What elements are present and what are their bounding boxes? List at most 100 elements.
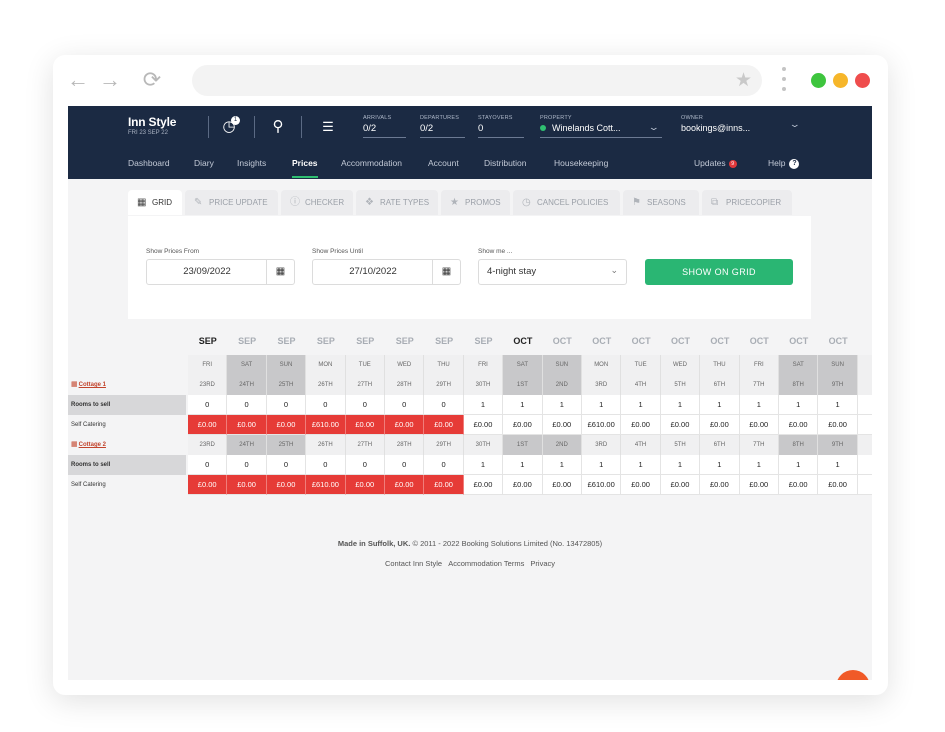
rooms-cell[interactable]: 1 bbox=[779, 395, 819, 415]
chevron-down-icon[interactable]: ⌄ bbox=[788, 119, 801, 129]
owner-select[interactable]: bookings@inns... bbox=[681, 123, 751, 133]
price-cell[interactable]: £0.00 bbox=[542, 475, 582, 495]
price-cell[interactable]: £0.00 bbox=[660, 415, 701, 435]
nav-help[interactable]: Help? bbox=[768, 158, 800, 169]
rooms-cell[interactable]: 1 bbox=[621, 395, 661, 415]
tab-promos[interactable]: ★ PROMOS bbox=[441, 190, 510, 215]
price-cell[interactable]: £0.00 bbox=[266, 415, 307, 435]
rooms-cell[interactable]: 1 bbox=[503, 455, 543, 475]
price-cell[interactable]: £0.00 bbox=[779, 415, 819, 435]
rooms-cell[interactable]: 0 bbox=[385, 395, 425, 415]
price-cell[interactable]: £6 bbox=[857, 415, 872, 435]
price-cell[interactable]: £6 bbox=[857, 475, 872, 495]
price-cell[interactable]: £610.00 bbox=[582, 415, 622, 435]
nav-accommodation[interactable]: Accommodation bbox=[341, 158, 402, 168]
tab-rate-types[interactable]: ❖ RATE TYPES bbox=[356, 190, 438, 215]
price-cell[interactable]: £0.00 bbox=[621, 475, 661, 495]
unit-name-link[interactable]: Cottage 2 bbox=[78, 442, 106, 448]
footer-link-privacy[interactable]: Privacy bbox=[530, 559, 556, 568]
nav-insights[interactable]: Insights bbox=[237, 158, 267, 168]
window-dot-red[interactable] bbox=[855, 73, 870, 88]
tab-grid[interactable]: ▦ GRID bbox=[128, 190, 182, 215]
nav-prices[interactable]: Prices bbox=[292, 158, 318, 168]
price-cell[interactable]: £0.00 bbox=[227, 475, 267, 495]
rooms-cell[interactable]: 1 bbox=[818, 455, 858, 475]
rooms-cell[interactable]: 0 bbox=[266, 395, 307, 415]
rooms-cell[interactable]: 0 bbox=[306, 395, 346, 415]
tab-cancel-policies[interactable]: ◷ CANCEL POLICIES bbox=[513, 190, 620, 215]
rooms-cell[interactable]: 1 bbox=[582, 455, 622, 475]
search-icon[interactable]: ⚲ bbox=[272, 118, 284, 135]
address-bar[interactable]: ★ bbox=[192, 65, 762, 96]
rooms-cell[interactable]: 1 bbox=[818, 395, 858, 415]
rooms-cell[interactable]: 1 bbox=[621, 455, 661, 475]
rooms-cell[interactable]: 1 bbox=[739, 395, 779, 415]
rooms-cell[interactable]: 0 bbox=[266, 455, 307, 475]
rooms-cell[interactable]: 1 bbox=[463, 395, 504, 415]
price-cell[interactable]: £610.00 bbox=[306, 475, 346, 495]
rooms-cell[interactable]: 1 bbox=[739, 455, 779, 475]
rooms-cell[interactable]: 0 bbox=[385, 455, 425, 475]
price-cell[interactable]: £0.00 bbox=[345, 415, 385, 435]
price-cell[interactable]: £0.00 bbox=[188, 415, 228, 435]
arrivals-value[interactable]: 0/2 bbox=[363, 123, 377, 134]
rooms-cell[interactable]: 0 bbox=[424, 395, 464, 415]
window-dot-yellow[interactable] bbox=[833, 73, 848, 88]
tab-price-update[interactable]: ✎ PRICE UPDATE bbox=[185, 190, 278, 215]
price-cell[interactable]: £0.00 bbox=[779, 475, 819, 495]
rooms-cell[interactable]: 1 bbox=[463, 455, 504, 475]
rooms-cell[interactable]: 0 bbox=[345, 395, 385, 415]
rooms-cell[interactable]: 0 bbox=[306, 455, 346, 475]
footer-link-contact[interactable]: Contact Inn Style bbox=[384, 559, 443, 568]
rooms-cell[interactable]: 1 bbox=[582, 395, 622, 415]
tab-seasons[interactable]: ⚑ SEASONS bbox=[623, 190, 699, 215]
tab-checker[interactable]: ⓘ CHECKER bbox=[281, 190, 353, 215]
price-cell[interactable]: £0.00 bbox=[424, 415, 464, 435]
price-cell[interactable]: £0.00 bbox=[542, 415, 582, 435]
chevron-down-icon[interactable]: ⌄ bbox=[647, 122, 660, 132]
rooms-cell[interactable]: 1 bbox=[660, 455, 701, 475]
price-cell[interactable]: £0.00 bbox=[818, 415, 858, 435]
price-cell[interactable]: £0.00 bbox=[818, 475, 858, 495]
window-dot-green[interactable] bbox=[811, 73, 826, 88]
rooms-cell[interactable] bbox=[857, 395, 872, 415]
rooms-cell[interactable]: 0 bbox=[188, 395, 228, 415]
rooms-cell[interactable]: 1 bbox=[700, 455, 740, 475]
rooms-cell[interactable]: 1 bbox=[779, 455, 819, 475]
price-cell[interactable]: £0.00 bbox=[621, 415, 661, 435]
rooms-cell[interactable]: 1 bbox=[542, 395, 582, 415]
rooms-cell[interactable]: 0 bbox=[227, 395, 267, 415]
rooms-cell[interactable]: 0 bbox=[424, 455, 464, 475]
bookmark-star-icon[interactable]: ★ bbox=[734, 70, 752, 91]
nav-updates[interactable]: Updates 9 bbox=[694, 158, 737, 168]
tab-pricecopier[interactable]: ⧉ PRICECOPIER bbox=[702, 190, 792, 215]
reload-icon[interactable]: ⟳ bbox=[142, 67, 162, 92]
price-cell[interactable]: £0.00 bbox=[266, 475, 307, 495]
rooms-cell[interactable]: 1 bbox=[542, 455, 582, 475]
rooms-cell[interactable]: 0 bbox=[345, 455, 385, 475]
price-cell[interactable]: £0.00 bbox=[385, 415, 425, 435]
from-date-field[interactable]: 23/09/2022 ▦ bbox=[146, 259, 295, 285]
brand-logo[interactable]: Inn Style bbox=[128, 115, 177, 129]
nav-account[interactable]: Account bbox=[428, 158, 459, 168]
price-cell[interactable]: £0.00 bbox=[739, 415, 779, 435]
price-cell[interactable]: £0.00 bbox=[503, 415, 543, 435]
nav-diary[interactable]: Diary bbox=[194, 158, 214, 168]
show-on-grid-button[interactable]: SHOW ON GRID bbox=[645, 259, 793, 285]
nav-housekeeping[interactable]: Housekeeping bbox=[554, 158, 609, 168]
calendar-icon[interactable]: ▦ bbox=[432, 260, 460, 284]
price-cell[interactable]: £0.00 bbox=[227, 415, 267, 435]
price-cell[interactable]: £610.00 bbox=[306, 415, 346, 435]
chat-button[interactable] bbox=[836, 670, 870, 680]
price-cell[interactable]: £610.00 bbox=[582, 475, 622, 495]
nav-distribution[interactable]: Distribution bbox=[484, 158, 527, 168]
price-cell[interactable]: £0.00 bbox=[188, 475, 228, 495]
price-cell[interactable]: £0.00 bbox=[345, 475, 385, 495]
menu-icon[interactable] bbox=[782, 67, 786, 93]
price-cell[interactable]: £0.00 bbox=[385, 475, 425, 495]
nav-dashboard[interactable]: Dashboard bbox=[128, 158, 170, 168]
checklist-icon[interactable]: ☰ bbox=[322, 119, 334, 134]
stay-length-select[interactable]: 4-night stay ⌄ bbox=[478, 259, 627, 285]
rooms-cell[interactable]: 0 bbox=[227, 455, 267, 475]
footer-link-terms[interactable]: Accommodation Terms bbox=[448, 559, 525, 568]
